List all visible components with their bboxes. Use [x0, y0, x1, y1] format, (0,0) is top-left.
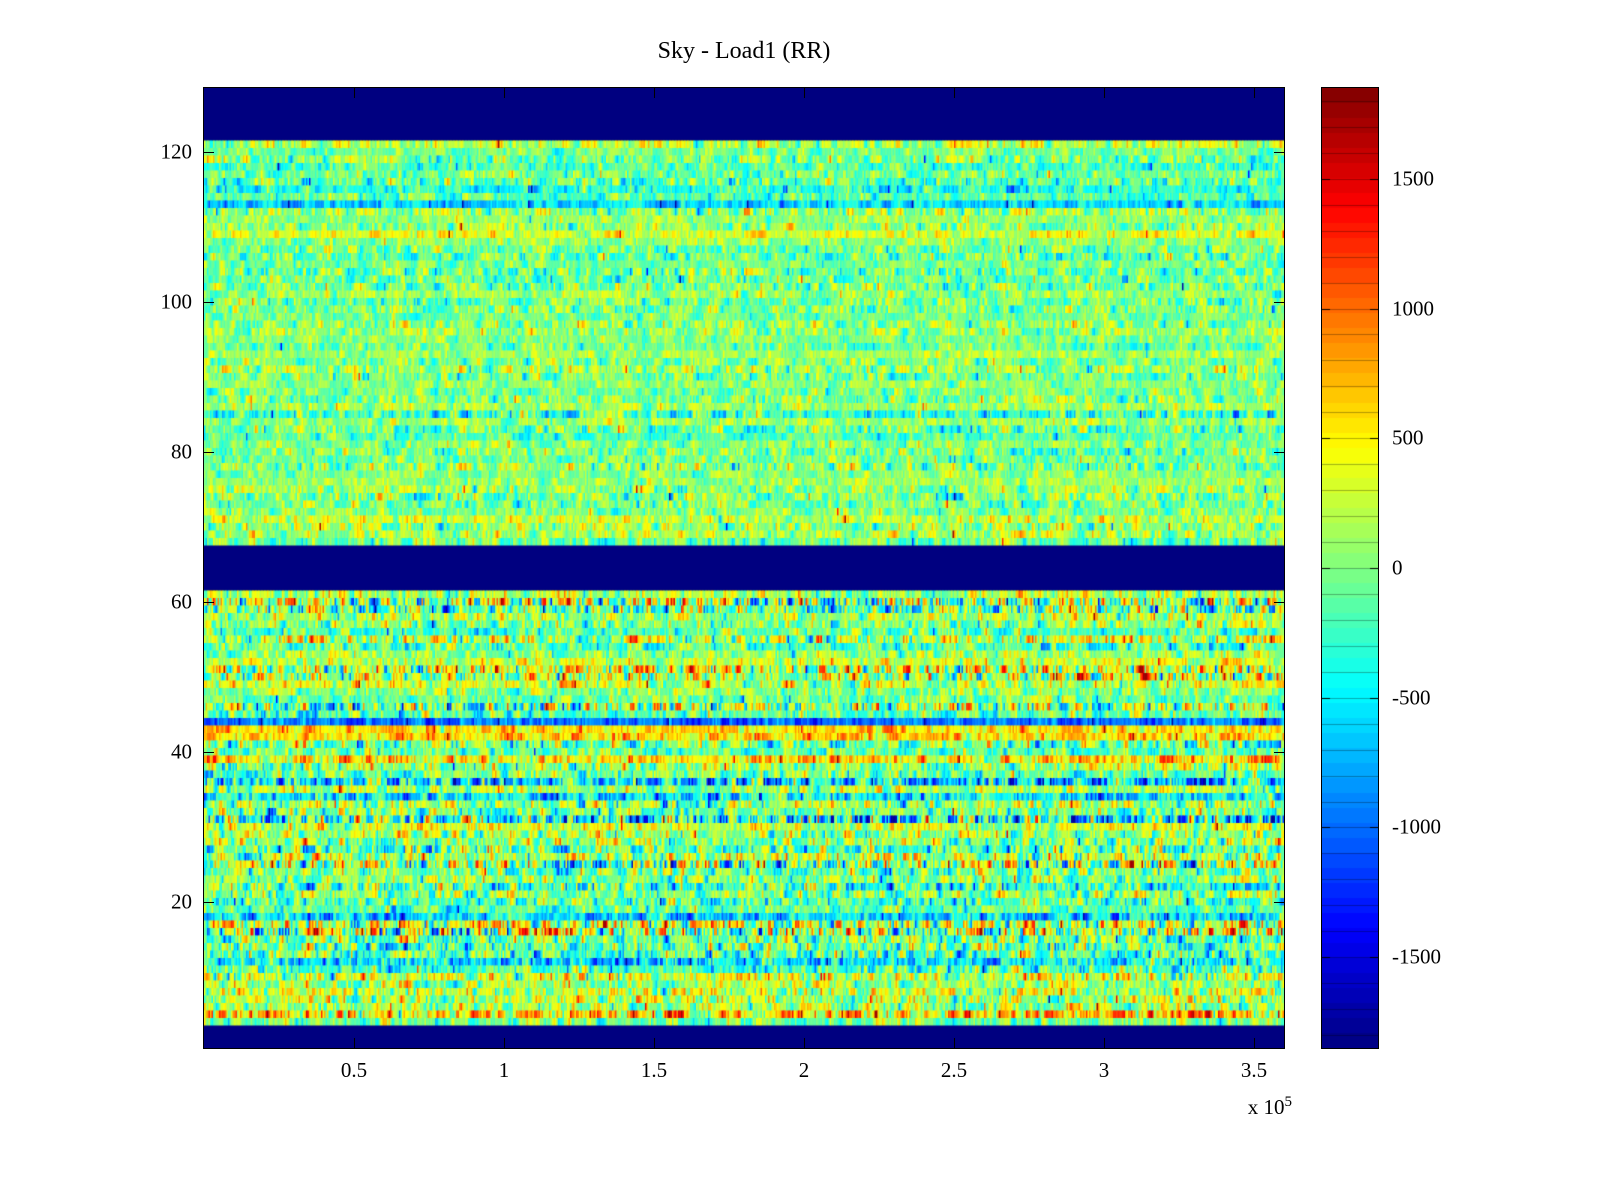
heatmap-canvas: [204, 88, 1284, 1048]
axis-tick-mark: [1274, 151, 1284, 153]
y-tick-label: 100: [160, 289, 193, 314]
colorbar-tick-label: 500: [1392, 425, 1424, 450]
axis-tick-mark: [504, 1038, 505, 1048]
axis-tick-mark: [654, 1038, 655, 1048]
axis-tick-mark: [1254, 1038, 1255, 1048]
axis-tick-mark: [1274, 601, 1284, 603]
axis-tick-mark: [1104, 88, 1105, 98]
x-tick-label: 3: [1098, 1058, 1110, 1082]
colorbar-tick-label: 1000: [1392, 296, 1434, 321]
axis-tick-mark: [654, 88, 655, 98]
x-tick-label: 3.5: [1240, 1058, 1268, 1082]
axis-tick-mark: [1104, 1038, 1105, 1048]
colorbar-canvas: [1322, 88, 1378, 1048]
axis-tick-mark: [204, 751, 214, 753]
colorbar: [1321, 87, 1379, 1049]
axis-tick-mark: [354, 88, 355, 98]
axis-tick-mark: [504, 88, 505, 98]
axis-tick-mark: [804, 1038, 805, 1048]
axis-tick-mark: [804, 88, 805, 98]
axis-tick-mark: [354, 1038, 355, 1048]
y-tick-label: 40: [171, 739, 192, 764]
axis-tick-mark: [204, 901, 214, 903]
x-tick-label: 1: [498, 1058, 510, 1082]
axis-tick-mark: [1274, 301, 1284, 303]
colorbar-tick-label: 0: [1392, 555, 1403, 580]
colorbar-tick-label: -1000: [1392, 814, 1441, 839]
exponent-power: 5: [1284, 1094, 1293, 1110]
exponent-base: x 10: [1247, 1095, 1285, 1119]
y-tick-label: 80: [171, 439, 192, 464]
axis-tick-mark: [1274, 451, 1284, 453]
colorbar-tick-label: -500: [1392, 685, 1431, 710]
axis-tick-mark: [954, 1038, 955, 1048]
axis-tick-mark: [204, 451, 214, 453]
axis-tick-mark: [204, 151, 214, 153]
axis-tick-mark: [204, 601, 214, 603]
x-tick-label: 0.5: [340, 1058, 368, 1082]
colorbar-tick-label: 1500: [1392, 166, 1434, 191]
y-tick-label: 20: [171, 889, 192, 914]
chart-title: Sky - Load1 (RR): [657, 38, 831, 64]
x-tick-label: 1.5: [640, 1058, 668, 1082]
x-tick-label: 2.5: [940, 1058, 968, 1082]
x-tick-label: 2: [798, 1058, 810, 1082]
colorbar-tick-label: -1500: [1392, 944, 1441, 969]
axis-tick-mark: [954, 88, 955, 98]
x-axis-exponent-label: x 105: [1124, 1094, 1292, 1120]
y-tick-label: 60: [171, 589, 192, 614]
axis-tick-mark: [1274, 901, 1284, 903]
axis-tick-mark: [204, 301, 214, 303]
y-tick-label: 120: [160, 139, 193, 164]
axis-tick-mark: [1254, 88, 1255, 98]
plot-area: [203, 87, 1285, 1049]
axis-tick-mark: [1274, 751, 1284, 753]
